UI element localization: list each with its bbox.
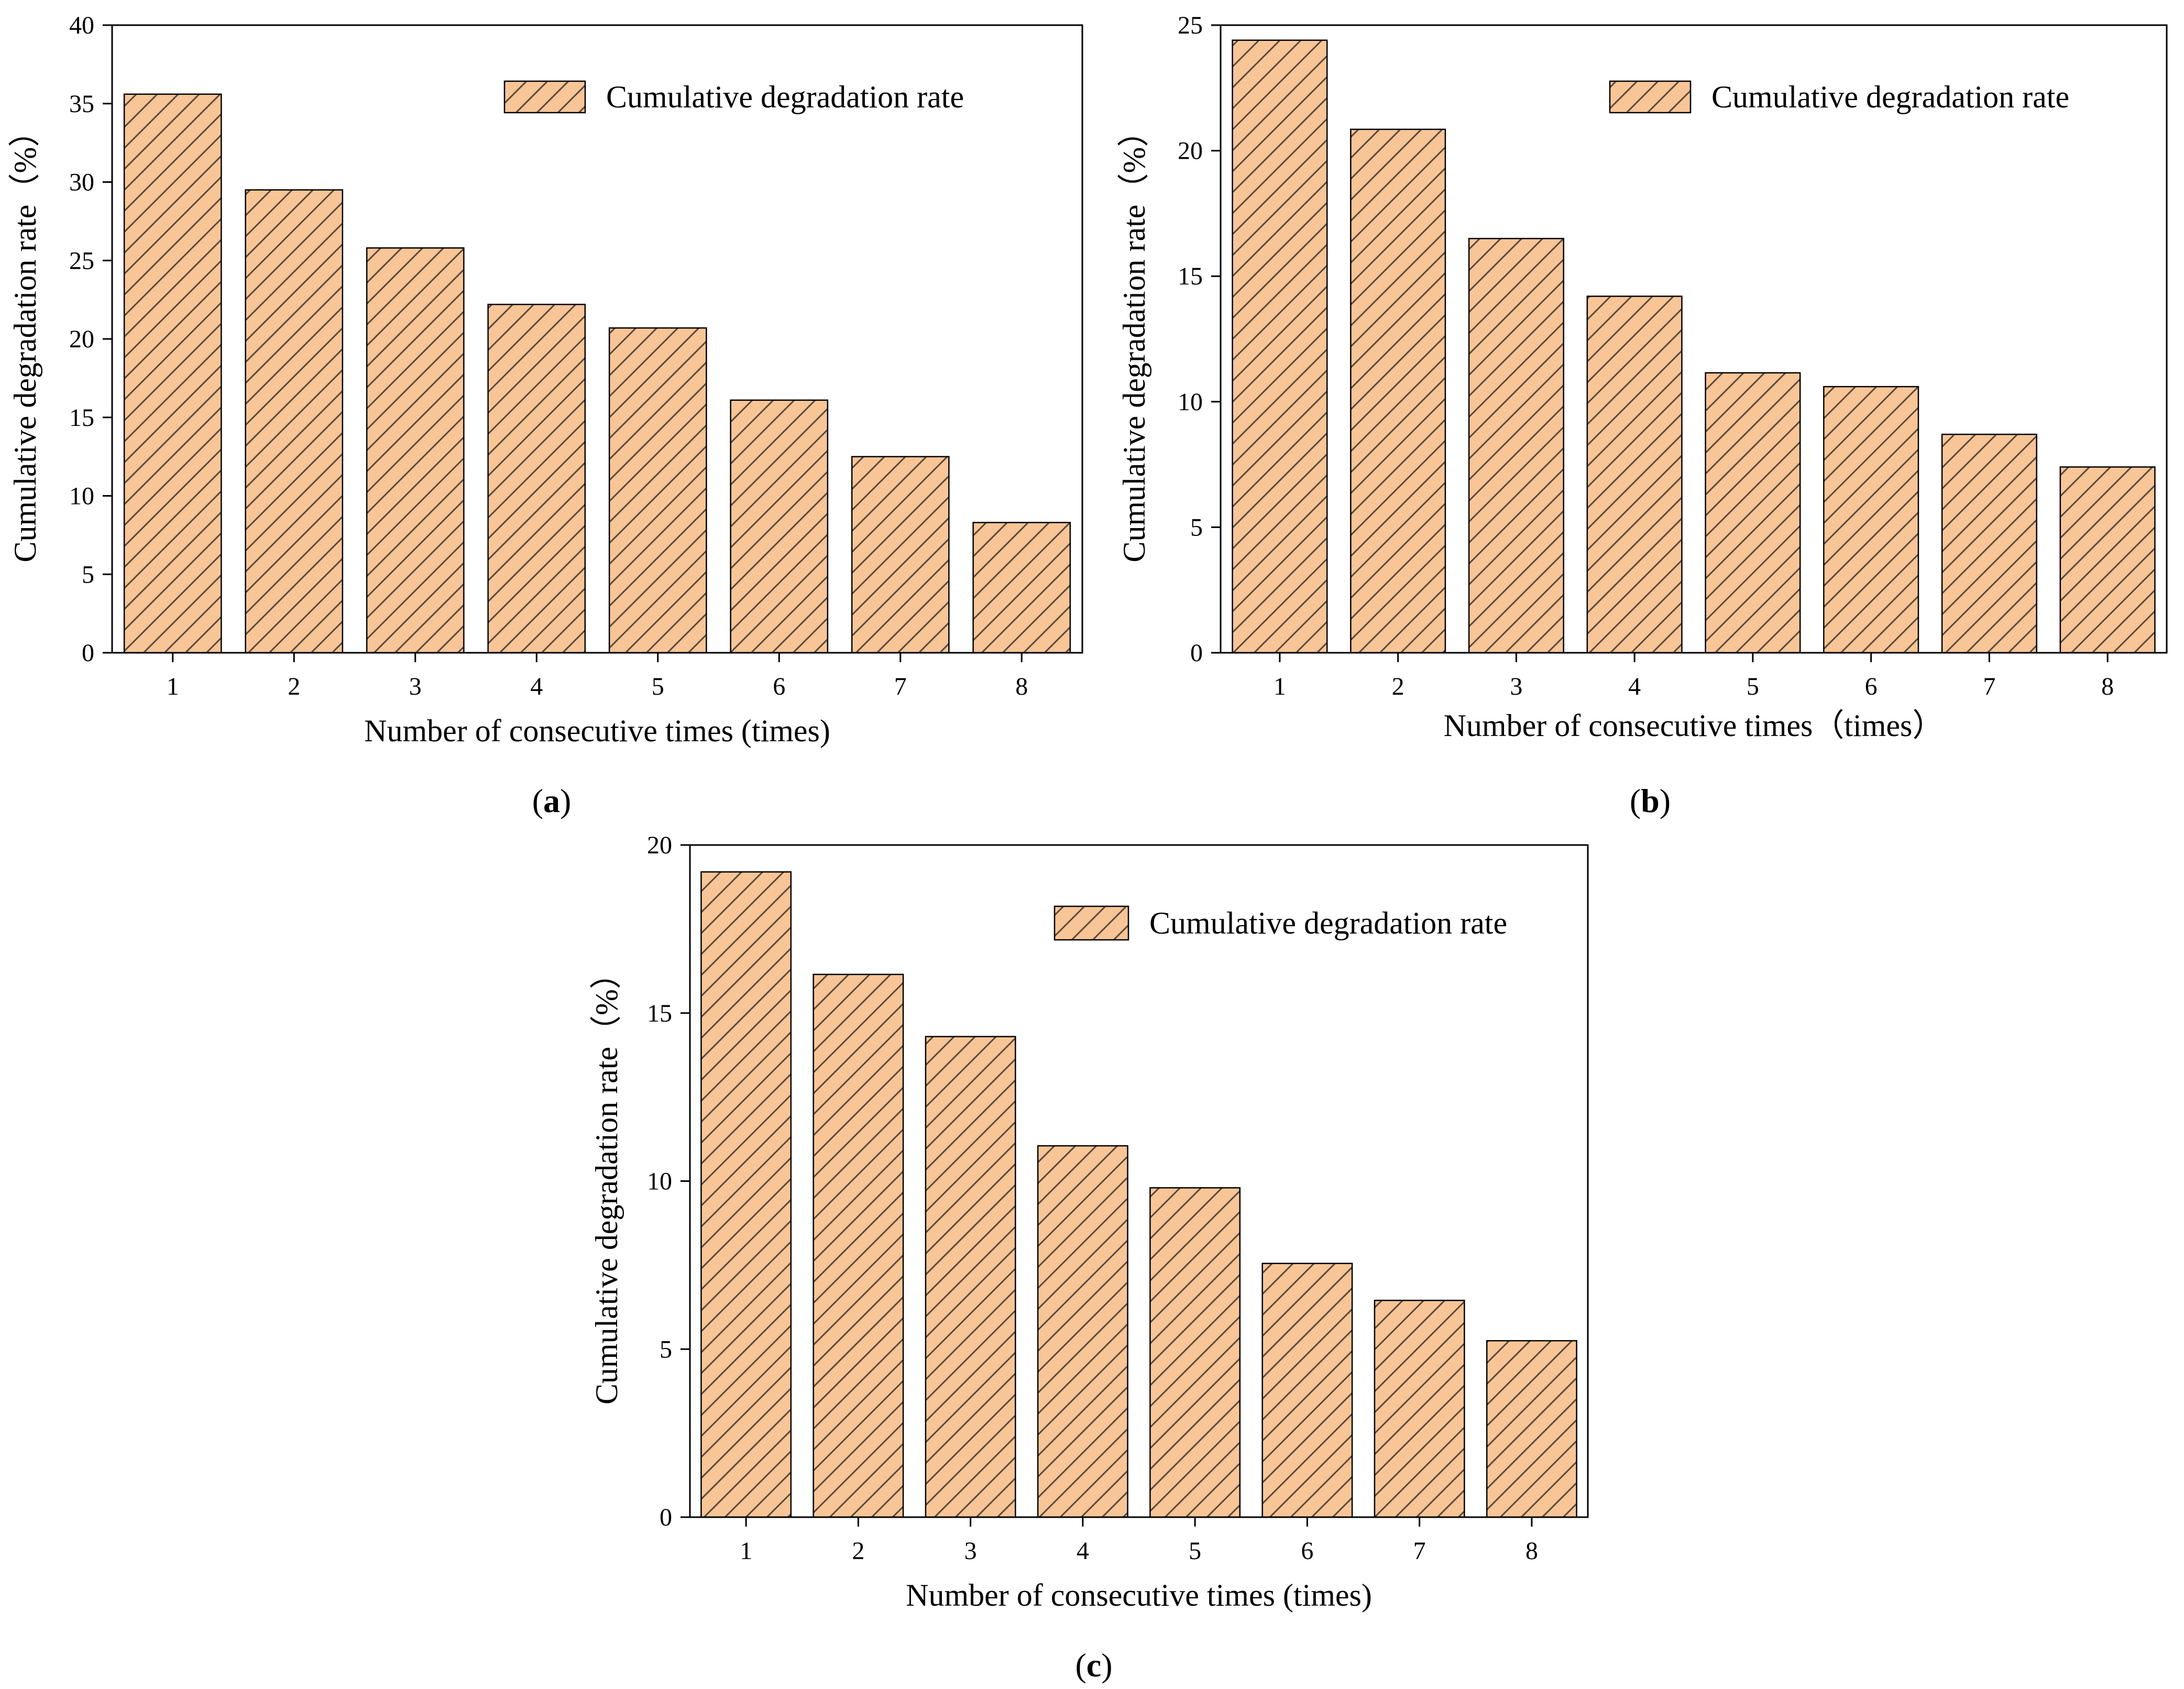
y-tick-label-a-0: 0 (82, 639, 94, 667)
x-tick-label-c-5: 5 (1189, 1537, 1201, 1565)
bar-a-5 (608, 327, 707, 654)
bar-c-7 (1374, 1299, 1465, 1518)
x-tick-label-b-6: 6 (1865, 673, 1878, 700)
y-tick-label-b-0: 0 (1190, 639, 1203, 667)
x-tick-label-c-4: 4 (1077, 1537, 1089, 1565)
y-tick-label-b-10: 10 (1178, 388, 1203, 416)
bar-a-8 (972, 522, 1071, 654)
panel-label-b: (b) (1630, 782, 1671, 819)
chart-panel-c: 0 5 10 15 20 1 2 3 4 5 6 7 8 Number of consecutive ti… (589, 831, 1589, 1684)
y-tick-label-a-10: 10 (69, 482, 94, 510)
x-tick-label-c-1: 1 (740, 1537, 752, 1565)
bar-b-2 (1350, 128, 1446, 654)
bar-a-7 (851, 456, 950, 654)
bar-a-6 (730, 399, 829, 654)
y-tick-label-b-15: 15 (1178, 262, 1203, 290)
bar-c-6 (1261, 1263, 1353, 1518)
x-tick-label-a-4: 4 (530, 673, 543, 700)
bar-b-7 (1941, 433, 2037, 654)
x-tick-label-c-6: 6 (1301, 1537, 1313, 1565)
x-tick-label-a-5: 5 (652, 673, 664, 700)
x-tick-label-a-3: 3 (409, 673, 422, 700)
plot-frame-b (1220, 24, 2168, 654)
x-tick-label-b-7: 7 (1983, 673, 1995, 700)
x-axis-label-b: Number of consecutive times（times） (1444, 708, 1944, 743)
legend-label-b: Cumulative degradation rate (1711, 80, 2069, 114)
panel-label-a: (a) (532, 782, 572, 819)
x-tick-label-c-3: 3 (964, 1537, 977, 1565)
y-axis-label-a: Cumulative degradation rate（%） (8, 115, 42, 562)
legend-a: Cumulative degradation rate (503, 80, 964, 114)
legend-swatch-c (1053, 905, 1129, 941)
x-tick-label-c-2: 2 (852, 1537, 864, 1565)
y-tick-label-c-10: 10 (647, 1168, 672, 1196)
x-tick-label-b-2: 2 (1392, 673, 1404, 700)
x-tick-label-b-8: 8 (2101, 673, 2114, 700)
bar-b-3 (1468, 238, 1564, 654)
y-tick-label-c-5: 5 (660, 1335, 672, 1363)
bar-a-4 (487, 303, 586, 654)
bar-c-4 (1037, 1145, 1128, 1518)
bar-a-1 (123, 93, 222, 654)
bar-c-2 (813, 973, 904, 1518)
bar-b-6 (1823, 386, 1919, 654)
x-tick-label-c-8: 8 (1525, 1537, 1538, 1565)
x-tick-label-b-4: 4 (1628, 673, 1641, 700)
x-axis-label-a: Number of consecutive times (times) (364, 714, 830, 748)
y-tick-label-c-20: 20 (647, 831, 672, 859)
legend-swatch-a (503, 80, 586, 114)
bar-c-1 (700, 871, 792, 1518)
x-tick-label-a-2: 2 (288, 673, 300, 700)
bar-a-2 (245, 189, 344, 654)
chart-panel-a: 0 5 10 15 20 25 30 35 40 1 2 3 4 5 6 7 8 Number of consec… (8, 12, 1083, 819)
y-tick-label-a-5: 5 (82, 561, 94, 588)
y-tick-label-b-5: 5 (1190, 513, 1203, 541)
y-tick-label-c-15: 15 (647, 1000, 672, 1027)
x-tick-label-a-7: 7 (894, 673, 907, 700)
y-tick-label-a-20: 20 (69, 325, 94, 353)
x-tick-label-c-7: 7 (1413, 1537, 1426, 1565)
x-tick-label-a-1: 1 (167, 673, 179, 700)
x-tick-label-b-5: 5 (1747, 673, 1759, 700)
legend-c: Cumulative degradation rate (1053, 905, 1507, 941)
chart-panel-b: 0 5 10 15 20 25 1 2 3 4 5 6 7 8 Number of consecutive … (1117, 12, 2168, 819)
legend-label-c: Cumulative degradation rate (1149, 906, 1507, 940)
bar-c-3 (925, 1036, 1016, 1518)
legend-b: Cumulative degradation rate (1609, 80, 2069, 114)
y-tick-label-b-25: 25 (1178, 12, 1203, 39)
x-tick-label-a-8: 8 (1015, 673, 1028, 700)
bar-b-8 (2059, 466, 2156, 654)
legend-label-a: Cumulative degradation rate (606, 80, 964, 114)
y-tick-label-c-0: 0 (660, 1504, 672, 1531)
legend-swatch-b (1609, 80, 1692, 114)
bar-b-1 (1232, 39, 1328, 654)
bar-c-8 (1486, 1340, 1577, 1518)
y-axis-label-b: Cumulative degradation rate（%） (1117, 115, 1151, 562)
x-tick-label-b-3: 3 (1510, 673, 1522, 700)
bar-b-4 (1586, 295, 1683, 654)
y-tick-label-a-35: 35 (69, 90, 94, 118)
bar-a-3 (366, 247, 465, 654)
x-tick-label-a-6: 6 (773, 673, 785, 700)
panel-label-c: (c) (1075, 1647, 1112, 1684)
y-tick-label-a-25: 25 (69, 247, 94, 275)
y-tick-label-a-30: 30 (69, 169, 94, 196)
y-tick-label-b-20: 20 (1178, 137, 1203, 165)
y-tick-label-a-15: 15 (69, 404, 94, 432)
y-axis-label-c: Cumulative degradation rate（%） (589, 958, 624, 1405)
x-tick-label-b-1: 1 (1274, 673, 1286, 700)
bar-b-5 (1705, 372, 1801, 654)
y-tick-label-a-40: 40 (69, 12, 94, 39)
bar-c-5 (1149, 1187, 1241, 1518)
x-axis-label-c: Number of consecutive times (times) (906, 1578, 1372, 1613)
